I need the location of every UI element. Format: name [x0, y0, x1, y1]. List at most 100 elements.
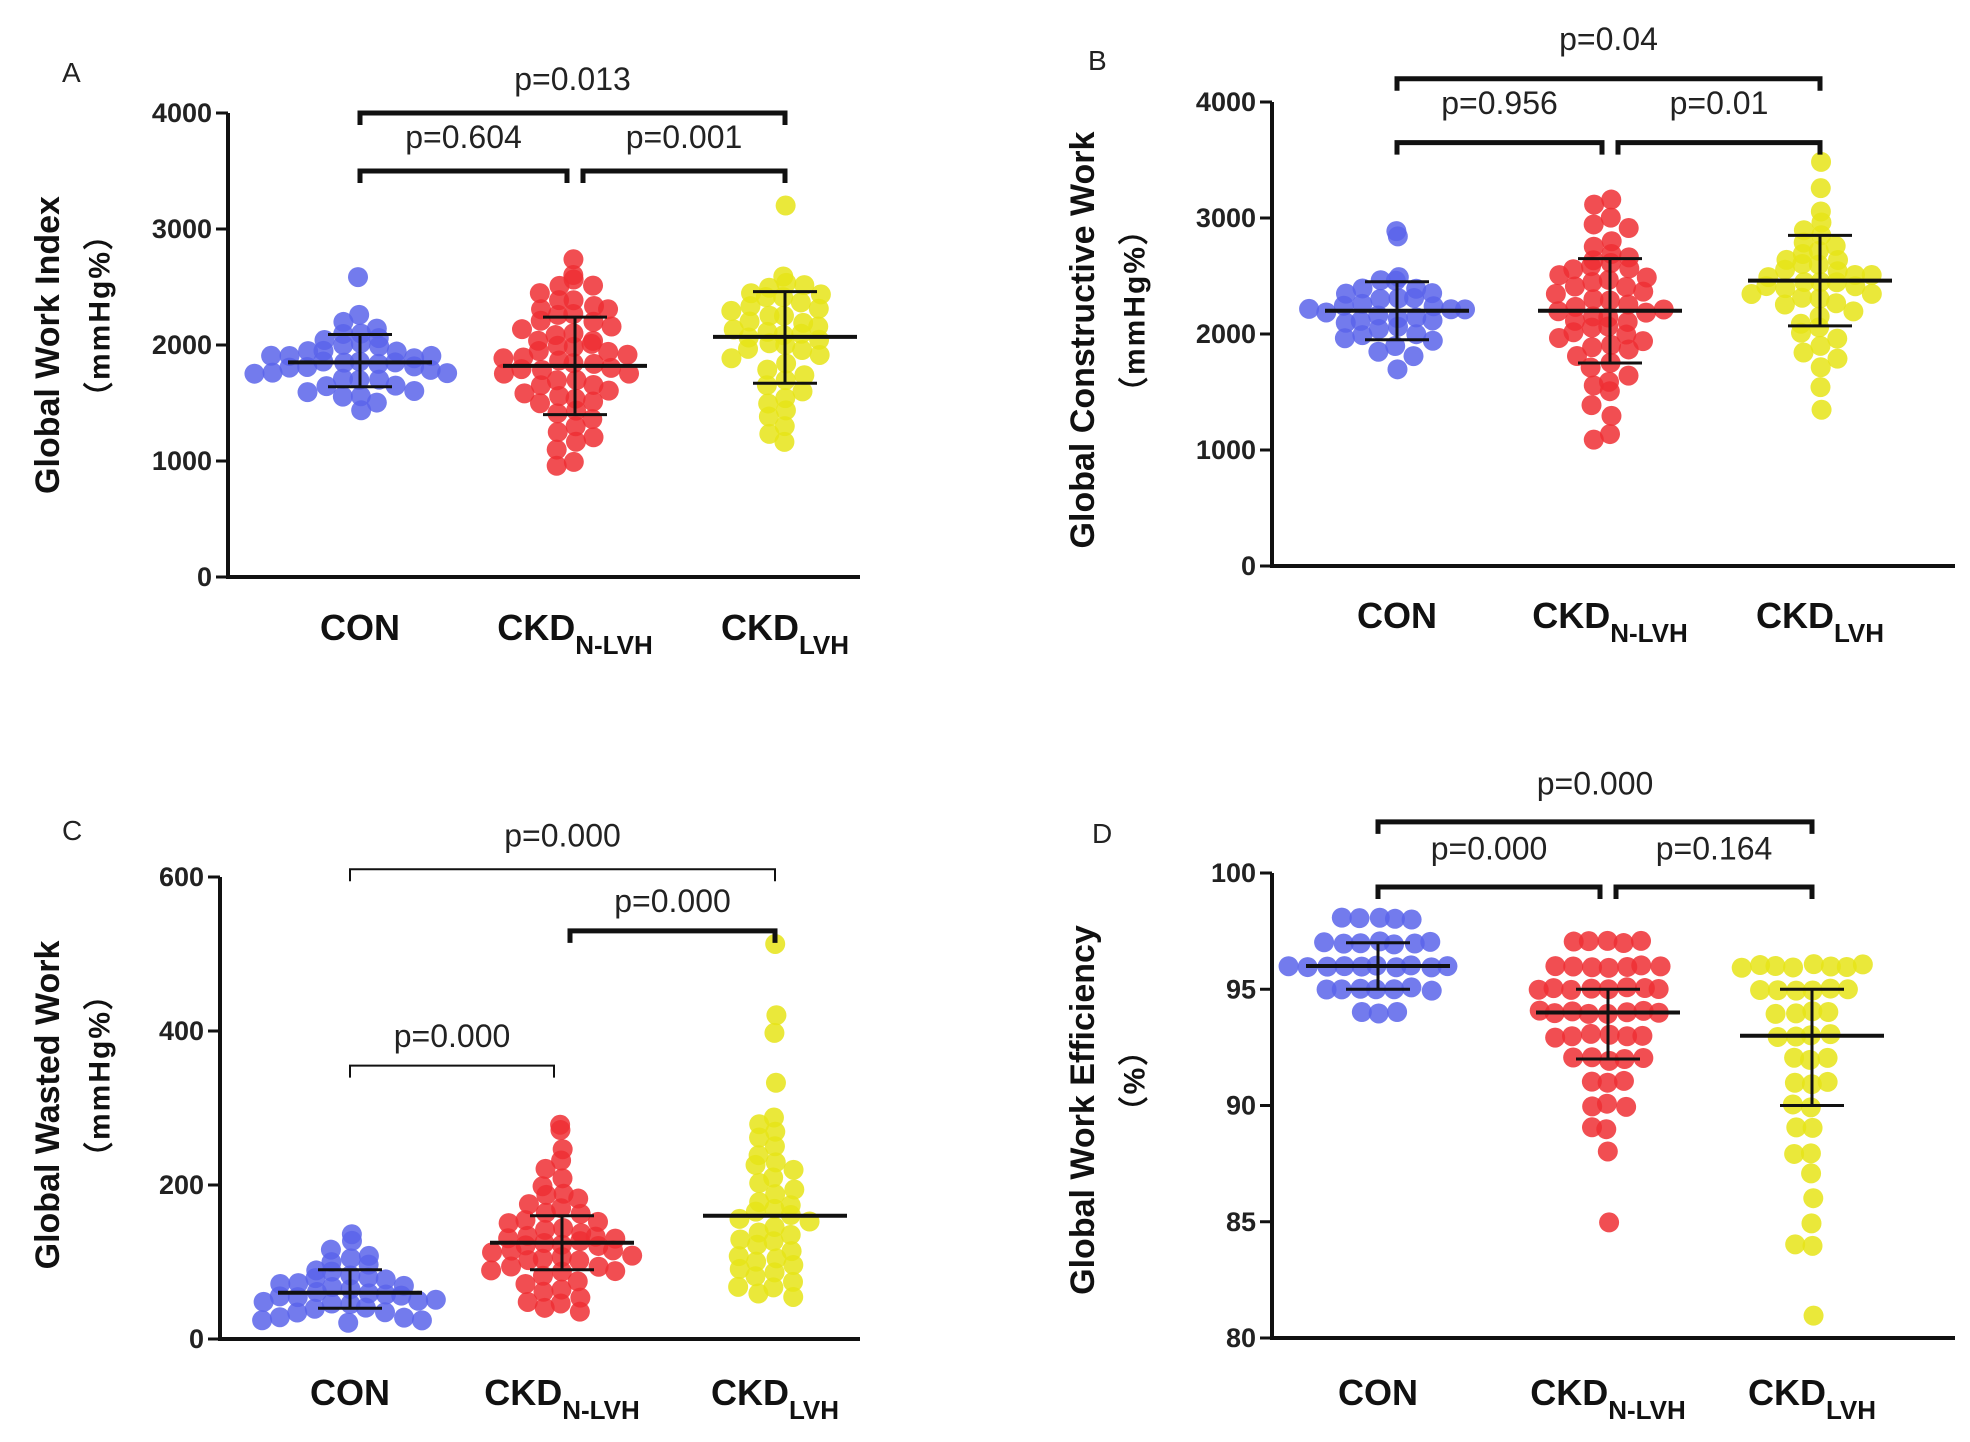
y-tick-label: 85 — [1226, 1207, 1256, 1237]
data-point — [530, 375, 551, 396]
data-point — [341, 1230, 362, 1251]
data-point — [583, 427, 604, 448]
data-point — [583, 311, 604, 332]
data-point — [534, 1297, 555, 1318]
p-value-label: p=0.013 — [514, 61, 631, 97]
data-point — [547, 335, 568, 356]
data-point — [1583, 289, 1604, 310]
data-point — [1618, 218, 1639, 239]
data-point — [532, 1248, 553, 1269]
y-axis-label: Global Wasted Work — [29, 941, 67, 1270]
data-point — [1368, 1003, 1389, 1024]
data-point — [1793, 342, 1814, 363]
data-point — [501, 1256, 522, 1277]
panel-letter: A — [62, 57, 81, 88]
data-point — [1818, 1001, 1839, 1022]
data-point — [287, 1302, 308, 1323]
category-main: CKD — [1532, 595, 1610, 636]
y-tick-label: 200 — [159, 1170, 204, 1200]
data-point — [775, 400, 796, 421]
data-point — [598, 341, 619, 362]
data-point — [1827, 348, 1848, 369]
data-point — [1582, 1047, 1603, 1068]
category-main: CKD — [1530, 1372, 1608, 1413]
series-con — [244, 267, 458, 421]
series-ckd-n-lvh — [481, 1114, 643, 1322]
data-point — [1564, 276, 1585, 297]
bracket-line — [1394, 76, 1823, 91]
data-point — [1598, 957, 1619, 978]
data-point — [350, 386, 371, 407]
category-label: CKDLVH — [1756, 595, 1884, 648]
series-ckd-lvh — [713, 195, 857, 452]
category-main: CKD — [484, 1372, 562, 1413]
y-axis-unit: （mmHg%） — [83, 978, 117, 1172]
data-point — [1767, 980, 1788, 1001]
data-point — [598, 380, 619, 401]
y-axis-unit: （mmHg%） — [1118, 213, 1152, 407]
data-point — [518, 1250, 539, 1271]
comparison-bracket: p=0.000 — [349, 818, 776, 882]
data-point — [349, 304, 370, 325]
data-point — [756, 375, 777, 396]
data-point — [1817, 1047, 1838, 1068]
data-point — [358, 1267, 379, 1288]
data-point — [1387, 359, 1408, 380]
data-point — [1801, 1213, 1822, 1234]
data-point — [1580, 357, 1601, 378]
y-tick-label: 0 — [1241, 551, 1256, 581]
data-point — [549, 275, 570, 296]
y-tick-label: 600 — [159, 862, 204, 892]
data-point — [1596, 1093, 1617, 1114]
data-point — [563, 249, 584, 270]
data-point — [340, 1248, 361, 1269]
data-point — [765, 1152, 786, 1173]
data-point — [546, 455, 567, 476]
data-point — [1786, 1117, 1807, 1138]
data-point — [511, 319, 532, 340]
y-tick-label: 95 — [1226, 974, 1256, 1004]
data-point — [748, 1283, 769, 1304]
data-point — [783, 1159, 804, 1180]
data-point — [517, 1291, 538, 1312]
data-point — [780, 1224, 801, 1245]
data-point — [1351, 1002, 1372, 1023]
data-point — [1750, 980, 1771, 1001]
data-point — [1599, 1050, 1620, 1071]
category-main: CKD — [711, 1372, 789, 1413]
y-tick-label: 4000 — [1196, 87, 1256, 117]
data-point — [1617, 1026, 1638, 1047]
data-point — [617, 344, 638, 365]
series-ckd-n-lvh — [1538, 189, 1682, 450]
data-point — [1810, 377, 1831, 398]
data-point — [1582, 957, 1603, 978]
data-point — [1800, 1097, 1821, 1118]
data-point — [1792, 253, 1813, 274]
panel-letter: D — [1092, 818, 1112, 849]
data-point — [794, 275, 815, 296]
data-point — [749, 1127, 770, 1148]
data-point — [261, 345, 282, 366]
data-point — [584, 353, 605, 374]
data-point — [1836, 956, 1857, 977]
data-point — [547, 422, 568, 443]
data-point — [765, 1072, 786, 1093]
data-point — [1783, 957, 1804, 978]
data-point — [1368, 319, 1389, 340]
data-point — [1648, 979, 1669, 1000]
data-point — [1368, 341, 1389, 362]
data-point — [794, 365, 815, 386]
data-point — [535, 1202, 556, 1223]
data-point — [764, 1217, 785, 1238]
data-point — [1784, 1047, 1805, 1068]
category-main: CON — [310, 1372, 390, 1413]
data-point — [759, 305, 780, 326]
data-point — [1792, 287, 1813, 308]
panel-B: B 0 1000 2000 3000 4000 Global Constructive Wo… — [1064, 21, 1955, 648]
data-point — [601, 316, 622, 337]
data-point — [792, 340, 813, 361]
data-point — [1422, 330, 1443, 351]
category-subscript: LVH — [789, 1395, 839, 1425]
data-point — [298, 341, 319, 362]
data-point — [1352, 325, 1373, 346]
